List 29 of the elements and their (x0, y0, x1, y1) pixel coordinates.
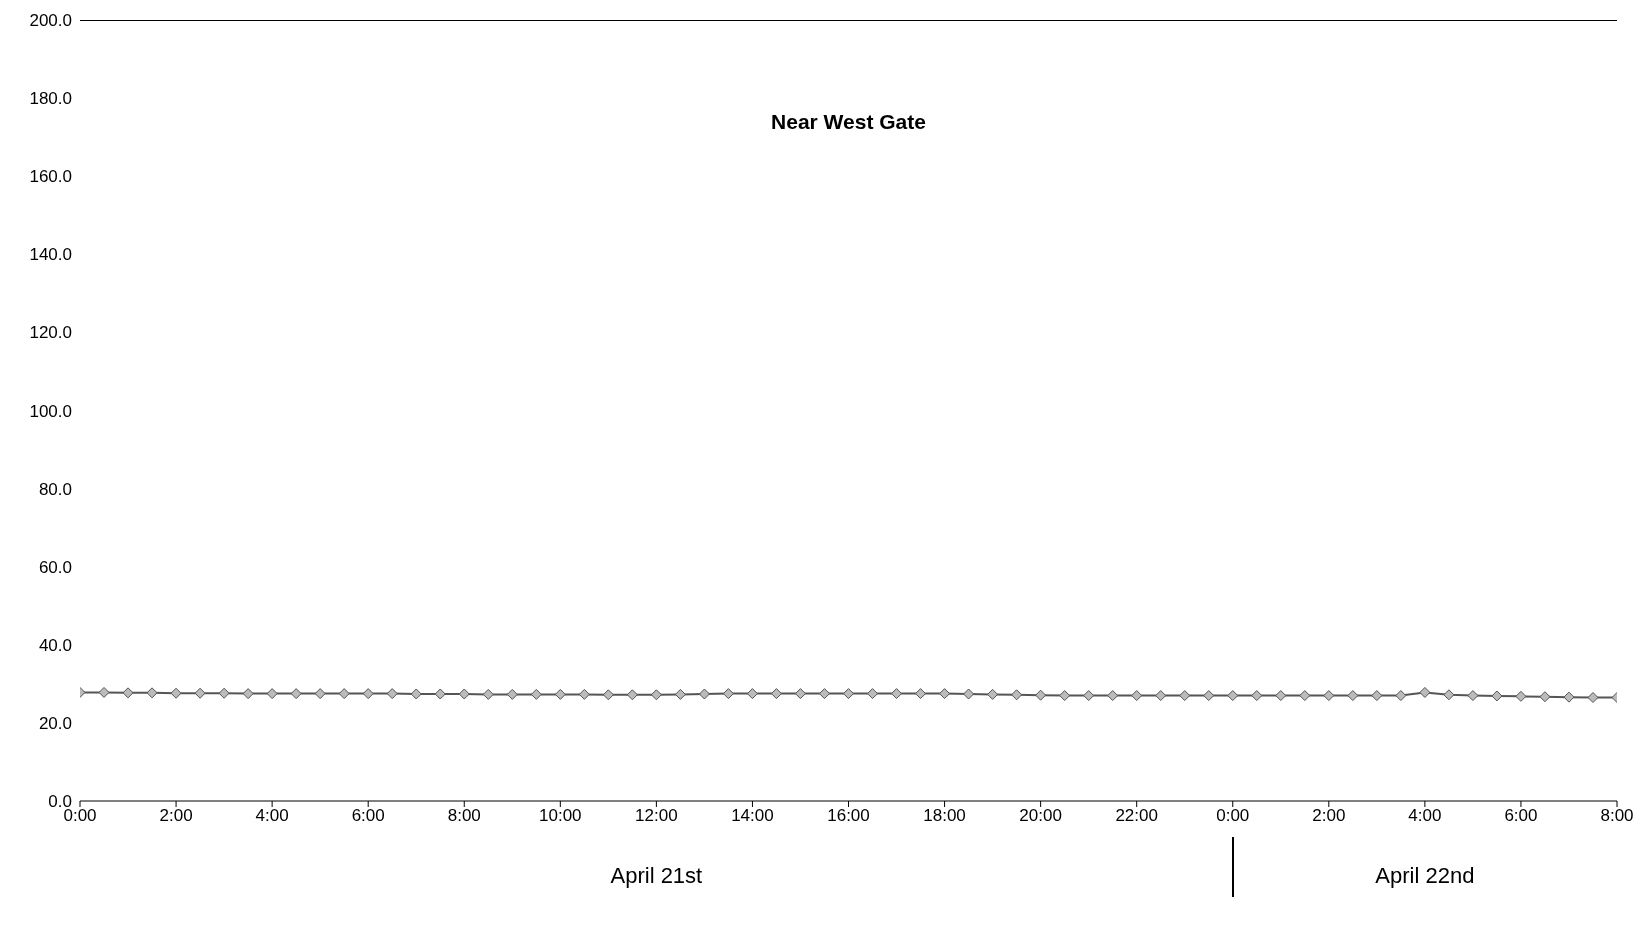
text: Near West Gate (770, 110, 927, 134)
x-tick-label: 2:00 (1312, 806, 1346, 826)
x-tick-label: 12:00 (635, 806, 678, 826)
x-tick-label: 20:00 (1019, 806, 1062, 826)
x-tick-label: 2:00 (159, 806, 193, 826)
x-tick-label: 18:00 (923, 806, 966, 826)
y-tick-label: 100.0 (29, 401, 72, 421)
y-tick-label: 60.0 (38, 557, 72, 577)
x-tick-label: 0:00 (1216, 806, 1250, 826)
y-tick-label: 120.0 (29, 323, 72, 343)
x-tick-label: 6:00 (351, 806, 385, 826)
y-tick-label: 40.0 (38, 635, 72, 655)
x-tick-label: 14:00 (731, 806, 774, 826)
y-tick-label: 200.0 (29, 11, 72, 31)
x-tick-label: 22:00 (1115, 806, 1158, 826)
x-tick-label: 8:00 (1600, 806, 1634, 826)
y-tick-label: 80.0 (38, 479, 72, 499)
y-tick-label: 140.0 (29, 245, 72, 265)
x-tick-label: 8:00 (447, 806, 481, 826)
x-tick-label: 6:00 (1504, 806, 1538, 826)
text: April 21st (609, 863, 704, 889)
text: April 22nd (1374, 863, 1476, 889)
x-tick-label: 4:00 (255, 806, 289, 826)
y-tick-label: 20.0 (38, 713, 72, 733)
x-tick-label: 16:00 (827, 806, 870, 826)
x-tick-label: 4:00 (1408, 806, 1442, 826)
y-tick-label: 180.0 (29, 89, 72, 109)
y-tick-label: 160.0 (29, 167, 72, 187)
x-tick-label: 10:00 (539, 806, 582, 826)
